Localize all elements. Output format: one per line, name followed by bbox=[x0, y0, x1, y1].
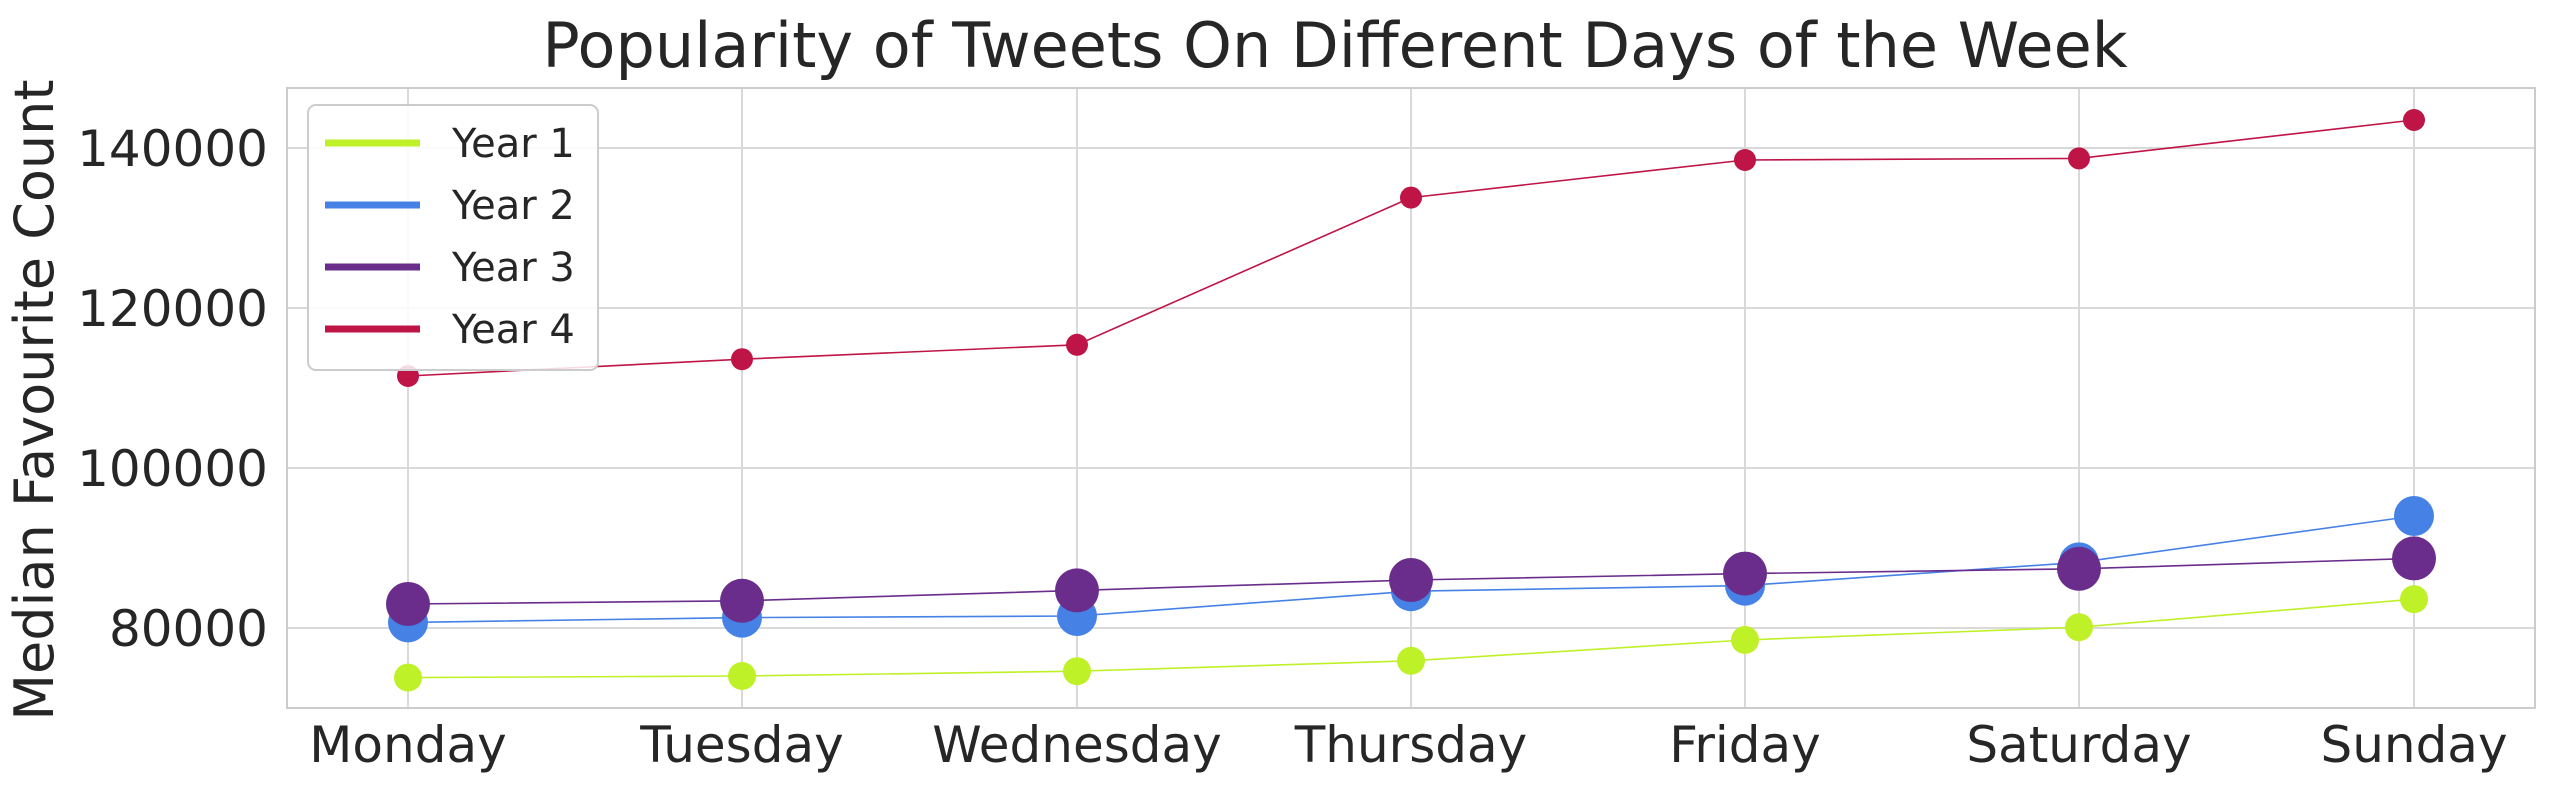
chart-title: Popularity of Tweets On Different Days o… bbox=[542, 9, 2127, 82]
series-year-3 bbox=[386, 536, 2436, 626]
legend: Year 1 Year 2 Year 3 Year 4 bbox=[307, 104, 599, 371]
x-tick-label: Friday bbox=[1669, 716, 1821, 774]
series-layer bbox=[386, 109, 2436, 692]
tick-labels: Monday Tuesday Wednesday Thursday Friday Satu… bbox=[77, 120, 2507, 774]
x-tick-label: Saturday bbox=[1966, 716, 2191, 774]
y-axis-label: Median Favourite Count bbox=[3, 79, 66, 720]
data-point bbox=[1066, 333, 1088, 356]
data-point bbox=[731, 348, 753, 371]
x-tick-label: Monday bbox=[309, 716, 506, 774]
data-point bbox=[2392, 536, 2436, 581]
data-point bbox=[1389, 558, 1433, 602]
x-tick-label: Sunday bbox=[2320, 716, 2507, 774]
data-point bbox=[2068, 147, 2090, 170]
legend-label: Year 4 bbox=[451, 307, 575, 353]
legend-box bbox=[307, 104, 599, 371]
grid bbox=[287, 88, 2535, 708]
plot-frame bbox=[286, 87, 2536, 709]
data-point bbox=[2403, 109, 2425, 131]
data-point bbox=[720, 578, 764, 623]
series-year-1 bbox=[394, 585, 2428, 692]
y-tick-label: 120000 bbox=[77, 280, 268, 338]
y-tick-label: 140000 bbox=[77, 120, 268, 178]
data-point bbox=[1723, 551, 1767, 596]
data-point bbox=[1063, 657, 1091, 686]
data-point bbox=[2400, 585, 2428, 614]
y-tick-label: 80000 bbox=[109, 600, 268, 658]
data-point bbox=[1734, 149, 1756, 171]
x-tick-label: Wednesday bbox=[932, 716, 1221, 774]
x-tick-label: Thursday bbox=[1294, 716, 1528, 774]
y-tick-label: 100000 bbox=[77, 440, 268, 498]
data-point bbox=[2394, 496, 2434, 536]
data-point bbox=[2065, 613, 2093, 642]
data-point bbox=[2057, 546, 2101, 591]
data-point bbox=[1731, 626, 1759, 654]
x-tick-label: Tuesday bbox=[639, 716, 843, 774]
data-point bbox=[1055, 568, 1099, 613]
data-point bbox=[386, 582, 430, 626]
data-point bbox=[728, 662, 756, 690]
legend-label: Year 2 bbox=[451, 183, 575, 229]
legend-label: Year 3 bbox=[451, 245, 575, 291]
data-point bbox=[1400, 186, 1422, 209]
series-year-4 bbox=[397, 109, 2425, 387]
data-point bbox=[394, 663, 422, 692]
legend-label: Year 1 bbox=[451, 121, 575, 167]
data-point bbox=[1397, 646, 1425, 675]
